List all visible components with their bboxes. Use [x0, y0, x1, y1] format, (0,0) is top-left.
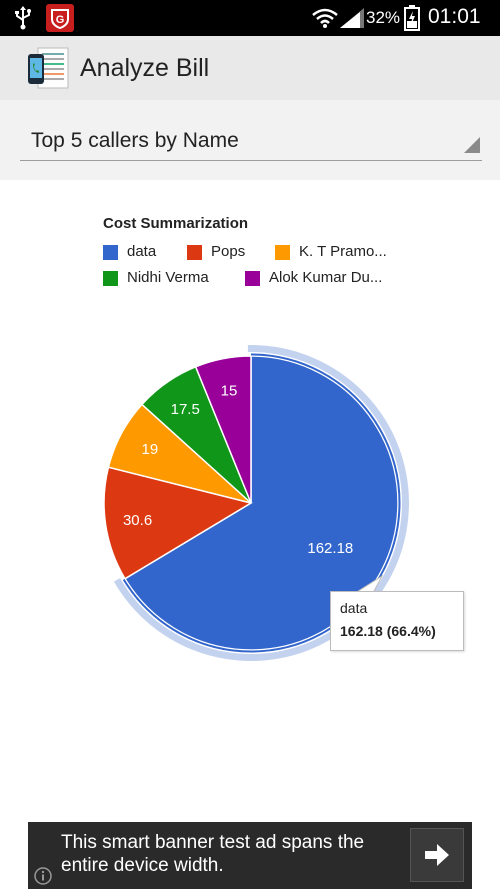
- ad-go-button[interactable]: [410, 828, 464, 882]
- legend-swatch: [103, 271, 118, 286]
- ad-info-icon[interactable]: [34, 867, 52, 885]
- legend-swatch: [103, 245, 118, 260]
- legend-label: K. T Pramo...: [299, 243, 387, 260]
- app-title: Analyze Bill: [80, 54, 210, 82]
- pie-slice-label: 19: [142, 441, 159, 458]
- dropdown-caret-icon: [464, 137, 480, 158]
- pie-slice[interactable]: [103, 466, 253, 580]
- legend-swatch: [187, 245, 202, 260]
- legend-label: Alok Kumar Du...: [269, 269, 383, 286]
- tooltip-category: data: [340, 600, 368, 616]
- legend-label: Pops: [211, 243, 246, 260]
- usb-icon: [14, 6, 32, 35]
- ad-banner[interactable]: This smart banner test ad spans the enti…: [28, 822, 472, 889]
- security-app-icon: G: [46, 4, 74, 32]
- legend-label: data: [127, 243, 157, 260]
- svg-text:G: G: [56, 14, 65, 26]
- pie-slice-outline: [122, 353, 401, 653]
- battery-icon: [404, 5, 420, 36]
- wifi-icon: [312, 7, 338, 34]
- pie-slice-label: 15: [221, 382, 238, 399]
- pie-chart: 162.18 30.6 19 17.5 15: [103, 345, 410, 661]
- chart: 162.18 30.6 19 17.5 15 Cost Summarization da…: [0, 180, 500, 810]
- action-bar: Analyze Bill: [0, 36, 500, 100]
- legend-swatch: [275, 245, 290, 260]
- chart-title: Cost Summarization: [103, 215, 249, 232]
- pie-slice-label: 162.18: [307, 540, 353, 557]
- app-logo-icon: [24, 44, 74, 99]
- arrow-right-icon: [425, 844, 449, 866]
- pie-slice-label: 17.5: [171, 401, 200, 418]
- chart-tooltip: data 162.18 (66.4%): [330, 591, 464, 651]
- clock: 01:01: [428, 5, 481, 28]
- status-bar: G 32% 01:01: [0, 0, 500, 36]
- pie-slice[interactable]: [194, 355, 252, 504]
- signal-icon: [340, 8, 364, 33]
- legend-swatch: [245, 271, 260, 286]
- pie-slice-label: 30.6: [123, 512, 152, 529]
- legend-label: Nidhi Verma: [127, 269, 209, 286]
- battery-percent: 32%: [366, 8, 401, 27]
- ad-text: This smart banner test ad spans the enti…: [61, 832, 365, 876]
- tooltip-value: 162.18 (66.4%): [340, 623, 436, 639]
- filter-area: Top 5 callers by Name: [0, 100, 500, 180]
- report-type-dropdown[interactable]: Top 5 callers by Name: [20, 118, 482, 161]
- pie-slice[interactable]: [123, 355, 399, 651]
- dropdown-selected-value: Top 5 callers by Name: [31, 129, 239, 152]
